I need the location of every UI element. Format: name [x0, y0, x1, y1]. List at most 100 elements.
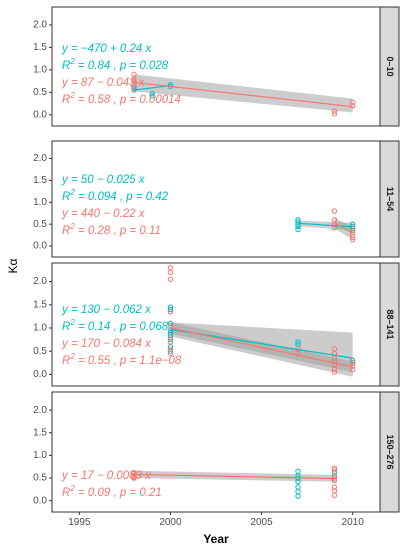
- y-tick-label: 0.5: [33, 87, 47, 98]
- y-tick-label: 1.5: [33, 175, 47, 186]
- confidence-band-salmon: [134, 74, 353, 113]
- data-point-salmon: [167, 309, 174, 315]
- data-point-teal: [167, 336, 174, 343]
- y-tick-label: 2.0: [33, 405, 47, 416]
- facet-strip: [379, 140, 400, 258]
- data-point-teal: [295, 339, 301, 345]
- regression-equation: y = 87 − 0.043 x: [61, 77, 146, 89]
- x-tick-label: 1995: [68, 517, 91, 528]
- data-point-salmon: [331, 108, 338, 114]
- panel-3: 88–141 0.0 0.5 1.0 1.5 2.0 y = 130 − 0.062 x R2…: [33, 262, 400, 387]
- data-point-teal: [131, 84, 137, 90]
- y-axis-title: Kα: [6, 258, 20, 273]
- data-point-teal: [149, 93, 155, 99]
- data-point-salmon: [331, 366, 338, 372]
- regression-equation: y = 17 − 0.0083 x: [61, 470, 152, 482]
- y-tick-label: 1.0: [33, 450, 47, 461]
- data-point-teal: [295, 493, 301, 499]
- data-point-teal: [295, 221, 301, 227]
- y-tick-label: 1.0: [33, 65, 47, 76]
- facet-strip-label: 88–141: [385, 309, 395, 339]
- data-point-salmon: [331, 465, 338, 471]
- panel-2: 11–54 0.0 0.5 1.0 1.5 2.0 y = 50 − 0.025 x R2 =…: [33, 140, 400, 258]
- data-point-teal: [167, 306, 174, 313]
- data-point-teal: [349, 228, 356, 234]
- data-point-salmon: [131, 76, 137, 82]
- facet-strip-label: 11–54: [385, 187, 395, 212]
- y-tick-label: 1.5: [33, 427, 47, 438]
- panel-4: 150–276 0.0 0.5 1.0 1.5 2.0 y = 17 − 0.0083 x R…: [33, 391, 400, 513]
- fit-line-salmon: [334, 222, 353, 234]
- regression-stats: R2 = 0.55 , p = 1.1e−08: [62, 352, 182, 367]
- y-tick-label: 0.0: [33, 241, 47, 252]
- fit-line-salmon: [133, 81, 353, 108]
- y-tick-label: 2.0: [33, 20, 47, 31]
- data-point-teal: [167, 320, 174, 327]
- data-point-salmon: [131, 78, 137, 84]
- regression-equation: y = 440 − 0.22 x: [61, 208, 146, 220]
- regression-stats: R2 = 0.84 , p = 0.028: [62, 57, 169, 72]
- fit-line-salmon: [170, 327, 353, 368]
- data-point-salmon: [167, 322, 174, 329]
- facet-strip-label: 0–10: [385, 56, 395, 76]
- data-point-salmon: [349, 99, 356, 105]
- data-point-salmon: [331, 467, 338, 473]
- data-point-salmon: [167, 339, 174, 345]
- data-point-salmon: [349, 234, 356, 241]
- data-point-salmon: [131, 475, 137, 481]
- regression-equation: y = 130 − 0.062 x: [61, 304, 152, 316]
- y-tick-label: 0.5: [33, 473, 47, 484]
- data-point-salmon: [349, 360, 356, 366]
- data-point-salmon: [331, 111, 338, 117]
- x-tick-label: 2005: [250, 517, 273, 528]
- regression-equation: y = 170 − 0.084 x: [61, 338, 152, 350]
- y-tick-label: 1.5: [33, 299, 47, 310]
- data-point-salmon: [131, 81, 137, 87]
- data-point-teal: [295, 226, 301, 233]
- data-point-salmon: [349, 103, 356, 109]
- y-tick-label: 2.0: [33, 276, 47, 287]
- fit-line-salmon: [133, 473, 335, 480]
- facet-strip: [379, 391, 400, 513]
- data-point-salmon: [331, 484, 338, 490]
- y-tick-label: 1.0: [33, 323, 47, 334]
- y-tick-label: 0.0: [33, 369, 47, 380]
- fit-line-teal: [297, 222, 353, 228]
- regression-equation: y = −470 + 0.24 x: [61, 43, 152, 55]
- data-point-salmon: [167, 350, 174, 357]
- regression-stats: R2 = 0.58 , p = 0.00014: [62, 91, 181, 106]
- data-point-teal: [349, 357, 356, 364]
- facet-strip: [379, 262, 400, 387]
- panel-frame: [51, 391, 381, 513]
- y-tick-label: 0.0: [33, 109, 47, 120]
- y-tick-label: 0.5: [33, 346, 47, 357]
- data-point-teal: [149, 90, 155, 97]
- x-tick-label: 2000: [159, 517, 182, 528]
- y-tick-label: 1.5: [33, 42, 47, 53]
- data-point-salmon: [349, 367, 356, 373]
- data-point-salmon: [331, 355, 338, 361]
- facet-strip-label: 150–276: [385, 434, 395, 469]
- regression-stats: R2 = 0.09 , p = 0.21: [62, 484, 162, 499]
- regression-stats: R2 = 0.094 , p = 0.42: [62, 188, 169, 203]
- panel-1: 0–10 0.0 0.5 1.0 1.5 2.0 y = −470 + 0.24 x R2 =…: [33, 6, 400, 127]
- regression-equation: y = 50 − 0.025 x: [61, 174, 146, 186]
- data-point-teal: [167, 348, 174, 354]
- data-point-salmon: [167, 269, 174, 275]
- regression-stats: R2 = 0.28 , p = 0.11: [62, 222, 161, 237]
- x-tick-label: 2010: [342, 517, 365, 528]
- y-tick-label: 0.0: [33, 495, 47, 506]
- data-point-salmon: [331, 369, 338, 375]
- data-point-salmon: [349, 236, 356, 243]
- x-axis-title: Year: [203, 532, 229, 546]
- data-point-salmon: [167, 276, 174, 282]
- facet-strip: [379, 6, 400, 127]
- y-tick-label: 2.0: [33, 153, 47, 164]
- y-tick-label: 0.5: [33, 219, 47, 230]
- y-tick-label: 1.0: [33, 197, 47, 208]
- data-point-salmon: [331, 492, 338, 498]
- data-point-teal: [295, 223, 301, 230]
- data-point-salmon: [331, 208, 338, 214]
- data-point-teal: [295, 478, 301, 485]
